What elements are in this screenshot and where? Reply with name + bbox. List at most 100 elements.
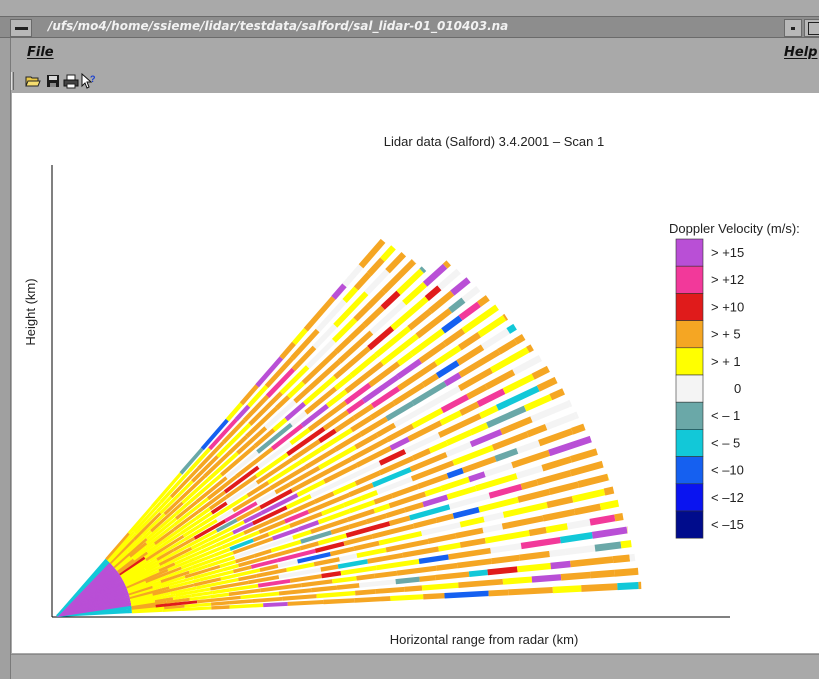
beam-segment xyxy=(200,418,229,451)
beam-segment xyxy=(287,599,324,606)
beam-segment xyxy=(168,578,201,590)
beam-segment xyxy=(552,585,582,594)
beam-segment xyxy=(282,594,317,601)
beam-segment xyxy=(508,586,553,596)
beam-segment xyxy=(545,523,568,534)
beam-segment xyxy=(559,532,593,544)
legend-swatch xyxy=(675,429,704,457)
beam-segment xyxy=(445,441,473,458)
beam-segment xyxy=(144,558,163,571)
title-bar[interactable]: /ufs/mo4/home/ssieme/lidar/testdata/salf… xyxy=(0,16,819,38)
beam-segment xyxy=(317,533,347,546)
maximize-button[interactable] xyxy=(804,19,819,37)
beam-segment xyxy=(367,552,404,564)
beam-segment xyxy=(334,336,353,354)
minimize-button[interactable] xyxy=(784,19,802,37)
beam-segment xyxy=(107,532,137,563)
beam-segment xyxy=(227,435,249,455)
beam-segment xyxy=(443,372,462,387)
beam-segment xyxy=(360,489,379,501)
beam-segment xyxy=(516,562,552,573)
beam-segment xyxy=(229,603,264,609)
beam-segment xyxy=(279,341,296,360)
menu-help[interactable]: Help xyxy=(784,45,818,60)
beam-segment xyxy=(130,591,171,603)
open-folder-icon[interactable] xyxy=(25,73,41,89)
beam-segment xyxy=(156,495,173,513)
beam-segment xyxy=(439,410,463,426)
beam-segment xyxy=(307,492,351,514)
beam-segment xyxy=(343,496,363,508)
beam-segment xyxy=(128,541,148,558)
beam-segment xyxy=(402,546,440,558)
beam-segment xyxy=(461,456,497,474)
beam-segment xyxy=(248,391,283,426)
beam-segment xyxy=(252,596,283,603)
beam-segment xyxy=(573,503,602,516)
beam-segment xyxy=(344,361,384,394)
beam-segment xyxy=(278,588,312,596)
beam-segment xyxy=(286,562,315,572)
beam-segment xyxy=(354,432,379,450)
beam-segment xyxy=(573,411,579,420)
beam-segment xyxy=(459,516,485,528)
beam-segment xyxy=(380,333,420,366)
beam-segment xyxy=(229,538,254,551)
beam-segment xyxy=(152,575,186,589)
beam-segment xyxy=(290,478,313,493)
legend-swatch xyxy=(675,401,704,430)
beam-segment xyxy=(374,570,398,579)
beam-segment xyxy=(181,606,212,611)
beam-segment xyxy=(418,341,447,364)
beam-segment xyxy=(263,601,288,608)
beam-segment xyxy=(197,490,227,514)
beam-segment xyxy=(179,447,204,475)
beam-segment xyxy=(130,593,176,605)
beam-segment xyxy=(196,577,239,590)
beam-segment xyxy=(284,401,307,422)
beam-segment xyxy=(109,538,136,565)
beam-segment xyxy=(448,297,466,314)
beam-segment xyxy=(320,564,339,572)
legend-label: < – 1 xyxy=(711,408,740,423)
beam-segment xyxy=(286,426,326,457)
beam-segment xyxy=(448,492,491,510)
window-menu-button[interactable] xyxy=(10,19,32,37)
beam-segment xyxy=(113,537,148,569)
beam-segment xyxy=(322,409,350,431)
print-icon[interactable] xyxy=(63,73,79,89)
beam-segment xyxy=(127,574,170,592)
beam-segment xyxy=(150,472,183,508)
beam-segment xyxy=(300,403,329,428)
beam-segment xyxy=(184,518,218,541)
beam-segment xyxy=(214,547,231,557)
beam-segment xyxy=(614,513,624,522)
beam-segment xyxy=(158,562,176,573)
beam-segment xyxy=(317,508,351,525)
toolbar-grip[interactable] xyxy=(11,72,14,90)
save-icon[interactable] xyxy=(45,73,61,89)
beam-segment xyxy=(160,570,190,584)
menu-file[interactable]: File xyxy=(27,45,54,60)
beam-segment xyxy=(396,565,437,576)
menu-bar: File Help xyxy=(11,40,819,66)
beam-segment xyxy=(455,527,484,539)
beam-segment xyxy=(257,579,291,588)
beam-segment xyxy=(497,338,518,355)
beam-segment xyxy=(457,367,494,392)
beam-segment xyxy=(207,520,245,542)
beam-segment xyxy=(243,520,270,535)
beam-segment xyxy=(252,505,288,526)
beam-segment xyxy=(269,465,307,491)
beam-segment xyxy=(369,300,407,335)
beam-segment xyxy=(389,436,410,451)
toolbar: ? xyxy=(11,70,819,92)
beam-segment xyxy=(210,601,230,606)
beam-segment xyxy=(127,505,154,535)
beam-segment xyxy=(477,295,490,307)
beam-segment xyxy=(458,301,481,321)
beam-segment xyxy=(355,589,376,596)
context-help-icon[interactable]: ? xyxy=(81,73,97,89)
beam-segment xyxy=(289,427,311,446)
legend-label: < –12 xyxy=(711,490,744,505)
